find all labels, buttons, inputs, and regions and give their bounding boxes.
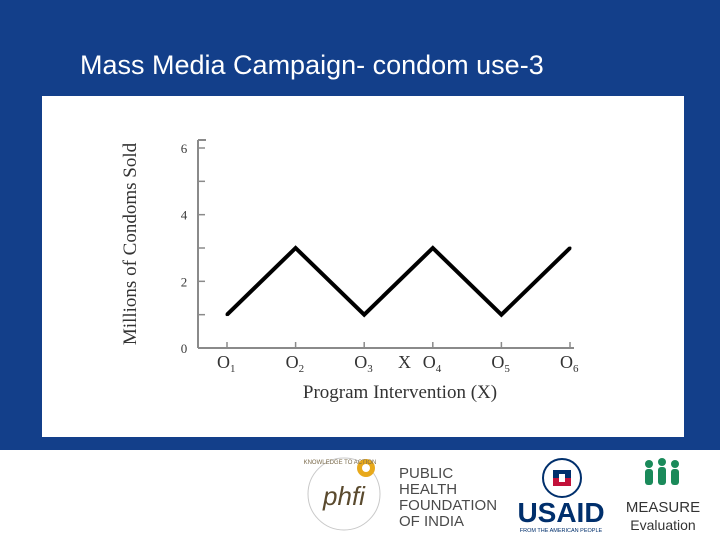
data-point: [431, 246, 435, 250]
measure-logo: MEASURE Evaluation: [626, 458, 700, 533]
slide-title: Mass Media Campaign- condom use-3: [80, 50, 544, 80]
data-point: [499, 313, 503, 317]
data-point: [225, 313, 229, 317]
y-tick-label: 6: [181, 141, 188, 156]
usaid-wordmark: USAID: [517, 497, 604, 528]
x-tick-label: O4: [423, 352, 442, 375]
partner-logo-strip: phfi KNOWLEDGE TO ACTION PUBLIC HEALTH F…: [0, 450, 720, 540]
measure-wordmark: MEASURE: [626, 499, 700, 516]
usaid-tagline: FROM THE AMERICAN PEOPLE: [520, 528, 603, 534]
series-line: [225, 245, 572, 318]
chart-panel: 0 2 4 6 O1 O2 O3 O4 O5 O6 X Millions of Condoms S…: [42, 96, 684, 437]
x-axis-title: Program Intervention (X): [303, 382, 497, 403]
x-tick-label: O5: [491, 352, 510, 375]
x-tick-label: O3: [354, 352, 373, 375]
line-chart: 0 2 4 6 O1 O2 O3 O4 O5 O6 X Millions of Condoms S…: [120, 139, 579, 403]
phfi-ring-text: KNOWLEDGE TO ACTION: [304, 460, 377, 466]
x-tick-label: O2: [286, 352, 305, 375]
series-group: [225, 245, 572, 318]
y-tick-label: 4: [181, 208, 188, 223]
phfi-ring-icon: [307, 457, 381, 531]
usaid-logo: USAID FROM THE AMERICAN PEOPLE: [517, 458, 605, 534]
data-point: [294, 246, 298, 250]
x-tick-label: O1: [217, 352, 236, 375]
x-axis: O1 O2 O3 O4 O5 O6 X: [198, 342, 579, 375]
data-point: [568, 246, 572, 250]
phfi-mark: phfi: [322, 481, 366, 511]
y-tick-label: 0: [181, 341, 188, 356]
usaid-seal-icon: [542, 458, 582, 498]
y-axis-title: Millions of Condoms Sold: [120, 142, 141, 345]
phfi-name-line-4: OF INDIA: [399, 513, 464, 530]
measure-people-icon: [645, 458, 679, 485]
y-tick-label: 2: [181, 274, 188, 289]
intervention-marker-label: X: [398, 352, 411, 372]
phfi-name-line-2: HEALTH: [399, 481, 457, 498]
phfi-name-line-3: FOUNDATION: [399, 497, 497, 514]
data-point: [362, 313, 366, 317]
phfi-sunburst-icon: [357, 459, 375, 477]
x-tick-label: O6: [560, 352, 579, 375]
phfi-name-line-1: PUBLIC: [399, 465, 453, 482]
phfi-logo: phfi KNOWLEDGE TO ACTION PUBLIC HEALTH F…: [304, 457, 497, 531]
y-axis: 0 2 4 6: [181, 139, 206, 356]
measure-subtitle: Evaluation: [630, 517, 695, 533]
